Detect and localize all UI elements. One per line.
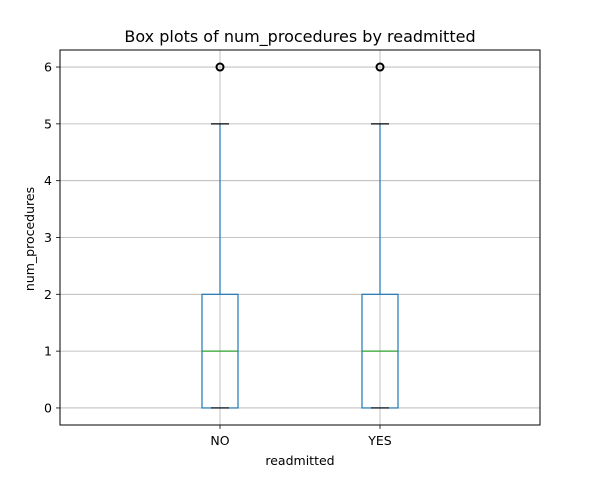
y-tick-label: 5 xyxy=(44,116,52,131)
y-tick-label: 0 xyxy=(44,400,52,415)
x-axis-label: readmitted xyxy=(265,453,334,468)
chart-title: Box plots of num_procedures by readmitte… xyxy=(124,27,475,47)
y-tick-label: 4 xyxy=(44,173,52,188)
outlier-point-no xyxy=(215,62,225,72)
y-tick-label: 6 xyxy=(44,60,52,75)
box-yes xyxy=(361,62,399,409)
grid-layer xyxy=(60,50,540,425)
tick-layer: 0 1 2 3 4 5 6 NO YES xyxy=(44,60,392,448)
y-tick-label: 2 xyxy=(44,287,52,302)
y-tick-label: 3 xyxy=(44,230,52,245)
x-tick-label-no: NO xyxy=(210,433,229,448)
outlier-point-yes xyxy=(375,62,385,72)
y-axis-label: num_procedures xyxy=(22,187,37,291)
box-layer xyxy=(201,62,399,409)
y-tick-label: 1 xyxy=(44,344,52,359)
x-tick-label-yes: YES xyxy=(367,433,392,448)
box-no xyxy=(201,62,239,409)
